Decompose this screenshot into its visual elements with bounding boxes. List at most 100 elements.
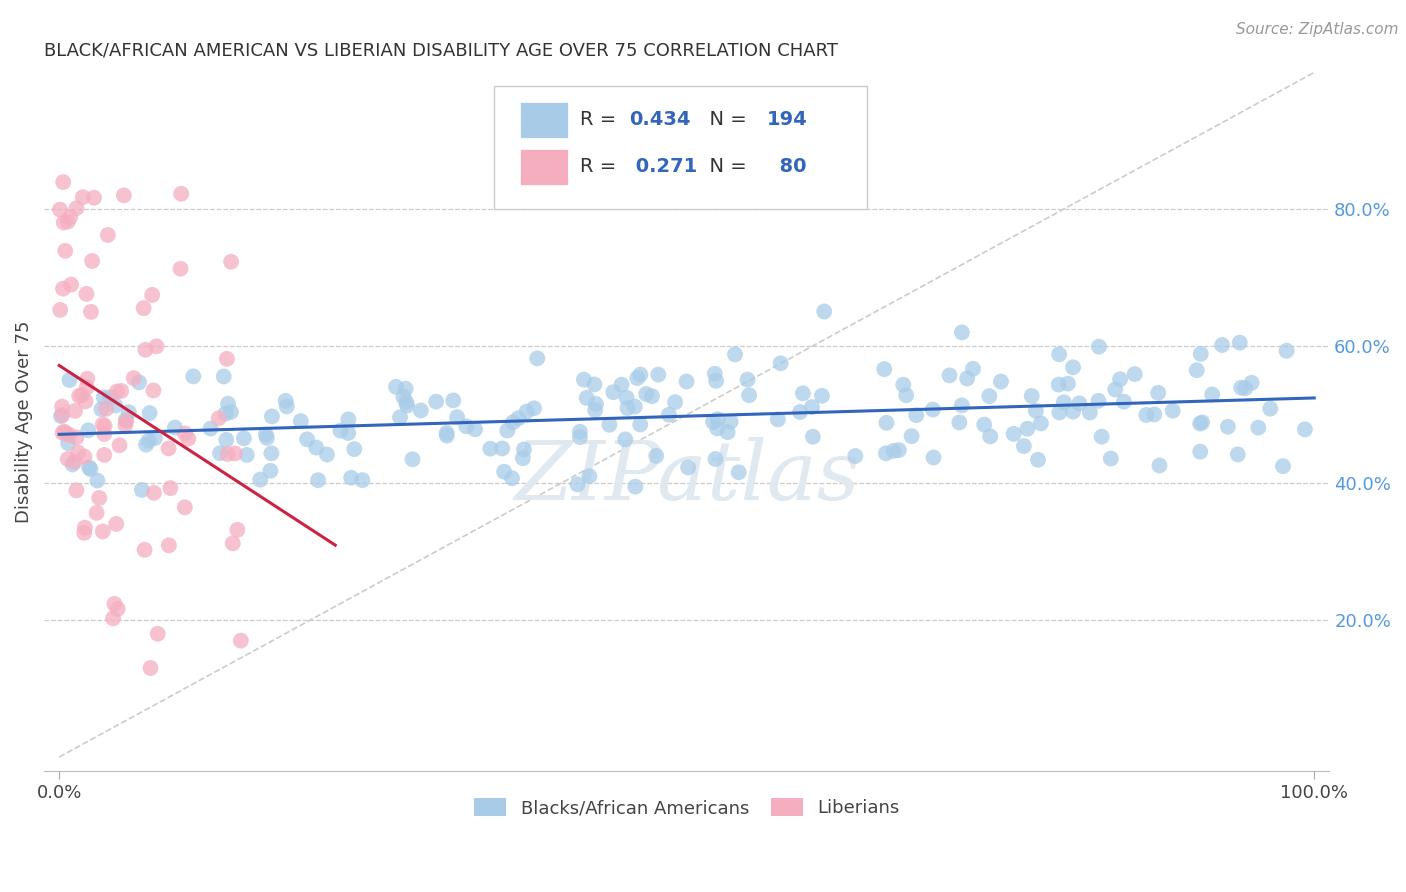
Point — [1047, 347, 1070, 361]
Point — [212, 369, 235, 384]
Point — [103, 597, 125, 611]
Point — [134, 542, 156, 557]
Point — [526, 351, 548, 366]
Point — [55, 426, 77, 441]
Point — [1069, 396, 1091, 410]
Point — [63, 404, 86, 418]
Point — [340, 471, 363, 485]
Point — [636, 387, 658, 401]
Point — [83, 191, 105, 205]
Point — [75, 286, 97, 301]
Point — [73, 450, 96, 464]
Point — [60, 277, 83, 292]
Point — [142, 384, 165, 398]
Point — [1099, 451, 1122, 466]
Point — [979, 389, 1001, 403]
Point — [389, 410, 412, 425]
Point — [1025, 404, 1047, 418]
Text: R =: R = — [581, 157, 623, 177]
Text: 0.434: 0.434 — [628, 111, 690, 129]
Point — [1230, 381, 1253, 395]
Point — [1002, 426, 1025, 441]
Point — [602, 385, 624, 400]
Point — [676, 460, 699, 475]
Point — [675, 375, 697, 389]
Point — [157, 538, 180, 552]
Point — [922, 450, 945, 465]
Point — [727, 465, 749, 479]
Point — [479, 442, 502, 456]
Point — [614, 433, 637, 447]
Point — [98, 390, 121, 404]
Point — [80, 305, 103, 319]
Point — [703, 367, 725, 381]
Point — [105, 516, 128, 531]
Point — [1240, 376, 1263, 390]
Point — [706, 421, 728, 435]
Point — [259, 464, 281, 478]
Point — [62, 458, 84, 472]
Point — [626, 371, 648, 385]
Point — [58, 373, 80, 387]
Point — [950, 326, 973, 340]
Point — [887, 443, 910, 458]
Point — [316, 448, 339, 462]
Point — [624, 480, 647, 494]
Point — [108, 438, 131, 452]
Point — [401, 452, 423, 467]
Point — [337, 412, 360, 426]
Point — [115, 413, 138, 427]
Point — [1091, 430, 1114, 444]
Point — [295, 433, 318, 447]
Point — [49, 409, 72, 423]
Point — [101, 611, 124, 625]
Point — [1053, 395, 1076, 409]
Point — [1112, 394, 1135, 409]
Point — [174, 426, 197, 441]
Point — [67, 389, 90, 403]
Point — [56, 452, 79, 467]
Point — [641, 389, 664, 403]
Point — [873, 362, 896, 376]
Point — [145, 339, 167, 353]
Point — [217, 447, 239, 461]
Point — [801, 430, 824, 444]
Point — [658, 408, 681, 422]
Point — [572, 373, 595, 387]
Point — [49, 202, 72, 217]
Point — [425, 394, 447, 409]
Text: N =: N = — [697, 111, 754, 129]
Point — [523, 401, 546, 416]
Point — [224, 446, 246, 460]
Point — [567, 477, 589, 491]
Point — [104, 399, 127, 413]
Point — [249, 473, 271, 487]
Text: Source: ZipAtlas.com: Source: ZipAtlas.com — [1236, 22, 1399, 37]
Point — [91, 417, 114, 432]
Point — [921, 402, 943, 417]
Point — [392, 390, 415, 404]
Point — [769, 356, 792, 370]
Point — [616, 401, 638, 416]
Point — [1062, 404, 1084, 418]
Point — [107, 602, 129, 616]
Point — [51, 400, 73, 414]
Point — [1057, 376, 1080, 391]
Point — [1275, 343, 1298, 358]
Point — [1234, 381, 1257, 395]
Point — [436, 425, 458, 440]
Point — [513, 442, 536, 457]
Point — [91, 524, 114, 539]
Point — [1189, 417, 1212, 431]
Point — [276, 400, 298, 414]
Point — [132, 301, 155, 315]
Point — [1104, 383, 1126, 397]
Point — [1109, 372, 1132, 386]
Point — [948, 416, 970, 430]
Point — [169, 261, 191, 276]
FancyBboxPatch shape — [520, 102, 568, 138]
Point — [93, 391, 115, 405]
Point — [1047, 377, 1070, 392]
Point — [139, 661, 162, 675]
Point — [610, 377, 633, 392]
